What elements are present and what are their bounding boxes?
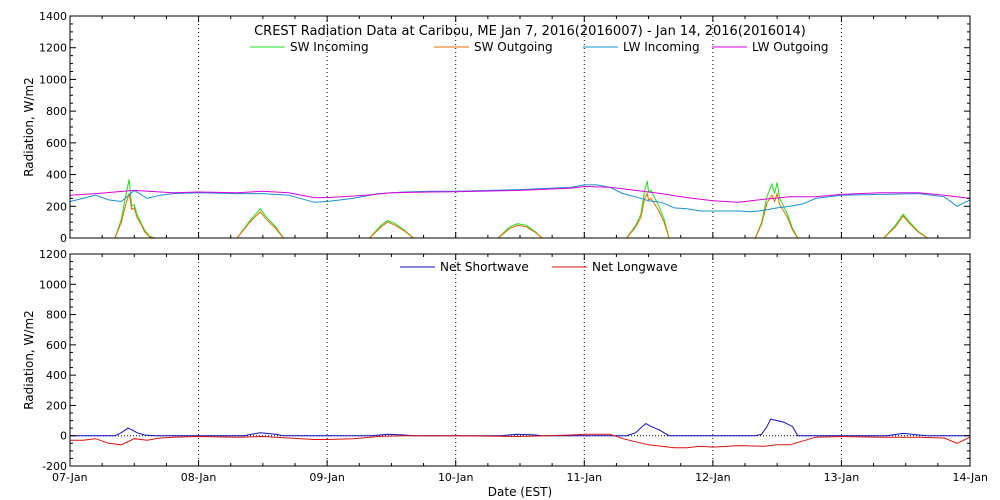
- bottom-panel: -200 0 200 400 600 800 1000 1200 07-Jan 08-Jan 09…: [22, 248, 988, 499]
- series-line-lw-outgoing: [69, 185, 971, 203]
- y-tick-label: 400: [46, 169, 67, 182]
- x-tick-label: 08-Jan: [181, 471, 217, 484]
- y-tick-label: 1200: [39, 248, 67, 261]
- legend-label-lw-outgoing: LW Outgoing: [752, 40, 829, 54]
- y-tick-label: 400: [46, 369, 67, 382]
- y-tick-label: -200: [42, 460, 67, 473]
- bottom-y-axis-label: Radiation, W/m2: [22, 310, 36, 410]
- x-axis-label: Date (EST): [488, 485, 552, 499]
- top-series: [69, 179, 971, 239]
- y-tick-label: 1400: [39, 10, 67, 23]
- bottom-series: [70, 418, 971, 449]
- y-tick-label: 0: [60, 430, 67, 443]
- x-tick-label: 14-Jan: [952, 471, 988, 484]
- legend-label-net-longwave: Net Longwave: [592, 260, 678, 274]
- legend-label-lw-incoming: LW Incoming: [623, 40, 700, 54]
- bottom-y-ticks: -200 0 200 400 600 800 1000 1200: [39, 248, 970, 473]
- y-tick-label: 1000: [39, 278, 67, 291]
- x-tick-label: 07-Jan: [52, 471, 88, 484]
- y-tick-label: 0: [60, 232, 67, 245]
- legend-label-sw-outgoing: SW Outgoing: [474, 40, 553, 54]
- y-tick-label: 1200: [39, 42, 67, 55]
- y-tick-label: 600: [46, 137, 67, 150]
- x-tick-label: 09-Jan: [309, 471, 345, 484]
- y-tick-label: 200: [46, 200, 67, 213]
- x-tick-label: 12-Jan: [695, 471, 731, 484]
- y-tick-label: 800: [46, 309, 67, 322]
- y-tick-label: 200: [46, 399, 67, 412]
- y-tick-label: 800: [46, 105, 67, 118]
- series-line-net-shortwave: [70, 418, 970, 437]
- series-line-sw-outgoing: [70, 191, 970, 239]
- top-chart-title: CREST Radiation Data at Caribou, ME Jan …: [254, 24, 806, 39]
- top-y-axis-label: Radiation, W/m2: [22, 77, 36, 177]
- series-line-sw-incoming: [70, 179, 970, 239]
- legend-label-sw-incoming: SW Incoming: [290, 40, 369, 54]
- bottom-legend: Net Shortwave Net Longwave: [400, 260, 678, 274]
- series-line-net-longwave: [70, 433, 971, 449]
- x-tick-label: 10-Jan: [438, 471, 474, 484]
- x-tick-label: 11-Jan: [567, 471, 603, 484]
- y-tick-label: 1000: [39, 73, 67, 86]
- top-panel: 0 200 400 600 800 1000 1200 1400 CREST Radiatio…: [22, 10, 971, 245]
- legend-label-net-shortwave: Net Shortwave: [440, 260, 529, 274]
- series-line-lw-incoming: [69, 184, 971, 213]
- y-tick-label: 600: [46, 339, 67, 352]
- x-tick-label: 13-Jan: [824, 471, 860, 484]
- top-y-ticks: 0 200 400 600 800 1000 1200 1400: [39, 10, 971, 245]
- bottom-x-ticks: 07-Jan 08-Jan 09-Jan 10-Jan 11-Jan 12-Jan 13-J…: [52, 254, 988, 484]
- top-legend: SW Incoming SW Outgoing LW Incoming LW Outg…: [250, 40, 829, 54]
